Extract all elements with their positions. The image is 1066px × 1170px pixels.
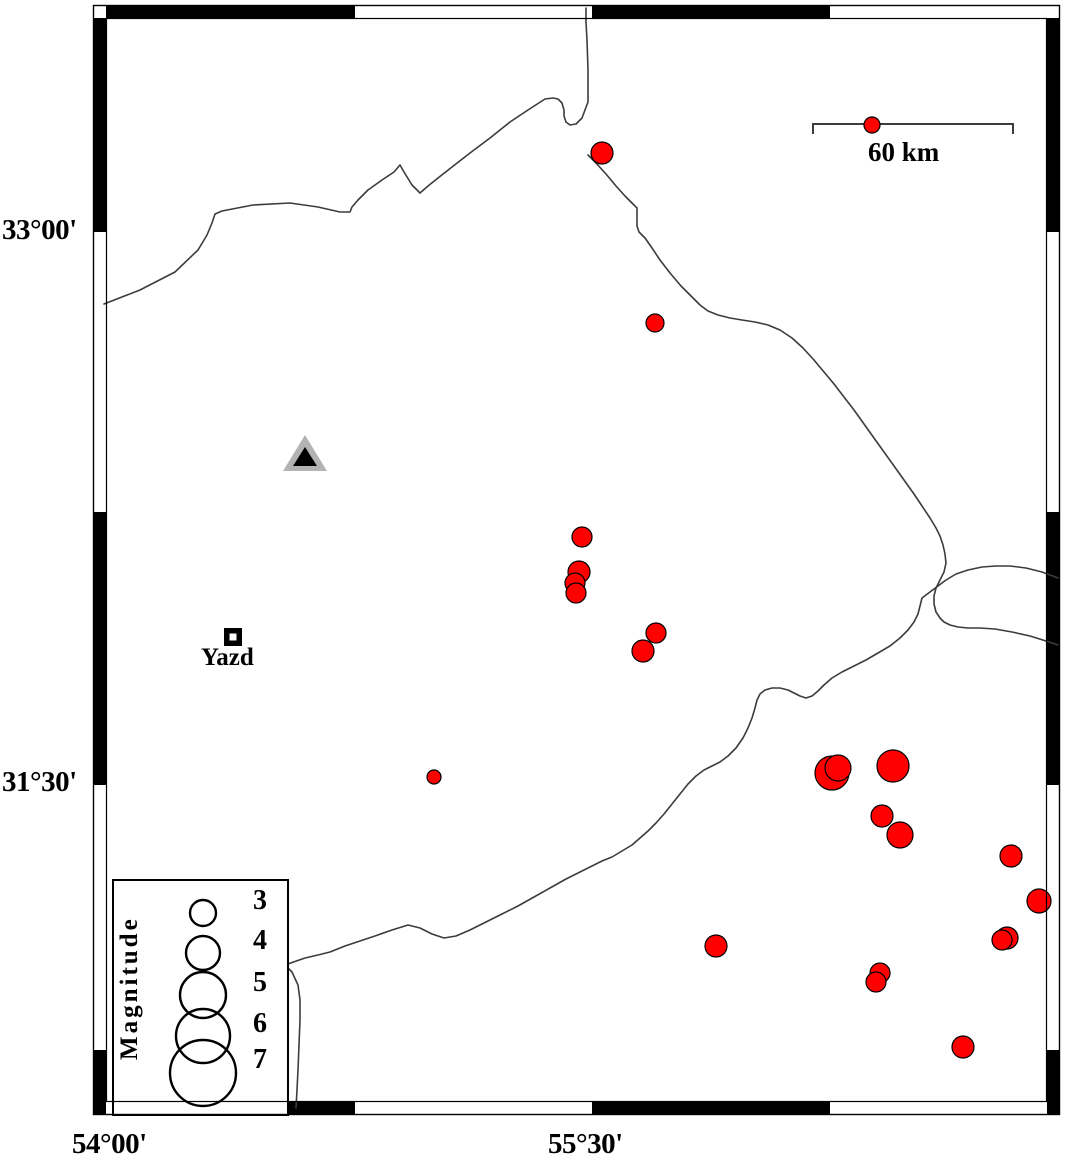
legend-circle-4 bbox=[184, 934, 222, 972]
legend-box bbox=[112, 879, 289, 1116]
boundary-northwest-path bbox=[103, 7, 589, 305]
map-frame-inner-outline bbox=[105, 17, 1048, 1103]
legend-circle-3 bbox=[188, 898, 218, 928]
frame-tick-right bbox=[1047, 512, 1060, 785]
boundary-east-path bbox=[587, 154, 1059, 646]
frame-tick-top bbox=[355, 5, 592, 18]
earthquake-marker bbox=[951, 1035, 975, 1059]
earthquake-marker bbox=[645, 313, 665, 333]
earthquake-marker bbox=[870, 804, 894, 828]
earthquake-marker bbox=[1026, 888, 1052, 914]
frame-tick-right bbox=[1047, 5, 1060, 18]
earthquake-marker bbox=[426, 769, 442, 785]
frame-tick-left bbox=[93, 512, 106, 785]
frame-tick-bottom bbox=[592, 1102, 830, 1115]
triangle-marker bbox=[283, 435, 327, 471]
square-marker bbox=[224, 628, 242, 646]
region-boundary-lines bbox=[103, 7, 1059, 1109]
frame-tick-top bbox=[105, 5, 118, 18]
frame-tick-right bbox=[1047, 18, 1060, 232]
frame-tick-top bbox=[118, 5, 355, 18]
earthquake-marker bbox=[886, 821, 914, 849]
earthquake-marker bbox=[571, 526, 593, 548]
legend-label-7: 7 bbox=[253, 1044, 267, 1075]
longitude-label-55-30: 55°30' bbox=[548, 1128, 623, 1160]
frame-tick-left bbox=[93, 785, 106, 1050]
frame-tick-right bbox=[1047, 785, 1060, 1050]
frame-tick-left bbox=[93, 1050, 106, 1115]
legend-label-3: 3 bbox=[253, 885, 267, 916]
boundary-southwest-branch bbox=[284, 964, 301, 1109]
triangle-marker-inner bbox=[293, 447, 317, 466]
frame-tick-bottom bbox=[830, 1102, 1050, 1115]
earthquake-marker bbox=[631, 639, 655, 663]
earthquake-marker bbox=[590, 141, 614, 165]
frame-tick-top bbox=[592, 5, 830, 18]
frame-tick-left bbox=[93, 5, 106, 18]
earthquake-marker bbox=[565, 582, 587, 604]
earthquake-marker bbox=[645, 622, 667, 644]
earthquake-marker bbox=[999, 844, 1023, 868]
magnitude-legend: 3 4 5 6 7 bbox=[112, 879, 289, 1116]
earthquake-marker bbox=[991, 929, 1013, 951]
earthquake-marker bbox=[824, 754, 852, 782]
frame-tick-bottom bbox=[355, 1102, 592, 1115]
frame-tick-right bbox=[1047, 232, 1060, 512]
earthquake-epicenters bbox=[426, 116, 1052, 1059]
legend-title: Magnitude bbox=[116, 916, 143, 1060]
scale-bar bbox=[812, 123, 1014, 134]
frame-tick-left bbox=[93, 232, 106, 512]
legend-label-5: 5 bbox=[253, 967, 267, 998]
latitude-label-33-00: 33°00' bbox=[2, 214, 77, 246]
legend-circle-6 bbox=[174, 1007, 232, 1065]
frame-tick-right bbox=[1047, 1050, 1060, 1115]
latitude-label-31-30: 31°30' bbox=[2, 766, 77, 798]
boundary-south-path bbox=[284, 585, 939, 966]
earthquake-marker bbox=[865, 971, 887, 993]
frame-tick-left bbox=[93, 18, 106, 232]
earthquake-marker bbox=[876, 749, 910, 783]
square-marker-inner bbox=[229, 633, 237, 641]
scale-bar-label: 60 km bbox=[868, 137, 940, 167]
map-frame-outline bbox=[92, 4, 1061, 1116]
earthquake-marker bbox=[704, 934, 728, 958]
legend-label-4: 4 bbox=[253, 925, 267, 956]
scale-bar-bracket bbox=[812, 123, 1014, 134]
city-label-yazd: Yazd bbox=[201, 644, 254, 671]
legend-label-6: 6 bbox=[253, 1008, 267, 1039]
earthquake-marker bbox=[863, 116, 881, 134]
legend-circle-7 bbox=[168, 1038, 238, 1108]
legend-circle-5 bbox=[178, 970, 228, 1020]
boundary-southeast-path bbox=[937, 565, 1059, 587]
frame-tick-top bbox=[830, 5, 1050, 18]
longitude-label-54-00: 54°00' bbox=[72, 1128, 147, 1160]
